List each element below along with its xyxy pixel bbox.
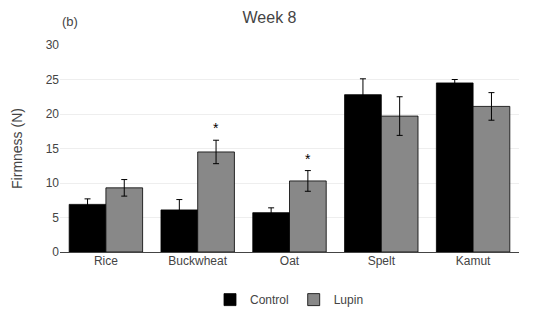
svg-text:Spelt: Spelt — [368, 254, 396, 268]
svg-text:25: 25 — [46, 73, 60, 87]
svg-text:Firmness (N): Firmness (N) — [9, 108, 25, 189]
svg-text:30: 30 — [46, 38, 60, 52]
svg-text:15: 15 — [46, 142, 60, 156]
svg-text:*: * — [213, 120, 219, 136]
svg-text:10: 10 — [46, 176, 60, 190]
svg-text:Week 8: Week 8 — [243, 9, 297, 26]
svg-text:Kamut: Kamut — [456, 254, 491, 268]
svg-text:Buckwheat: Buckwheat — [168, 254, 227, 268]
svg-text:Lupin: Lupin — [334, 293, 363, 307]
svg-text:20: 20 — [46, 107, 60, 121]
svg-text:5: 5 — [52, 211, 59, 225]
svg-text:Control: Control — [250, 293, 289, 307]
svg-text:0: 0 — [52, 245, 59, 259]
svg-text:Rice: Rice — [94, 254, 118, 268]
svg-text:*: * — [305, 151, 311, 167]
svg-text:Oat: Oat — [280, 254, 300, 268]
svg-text:(b): (b) — [62, 14, 78, 29]
